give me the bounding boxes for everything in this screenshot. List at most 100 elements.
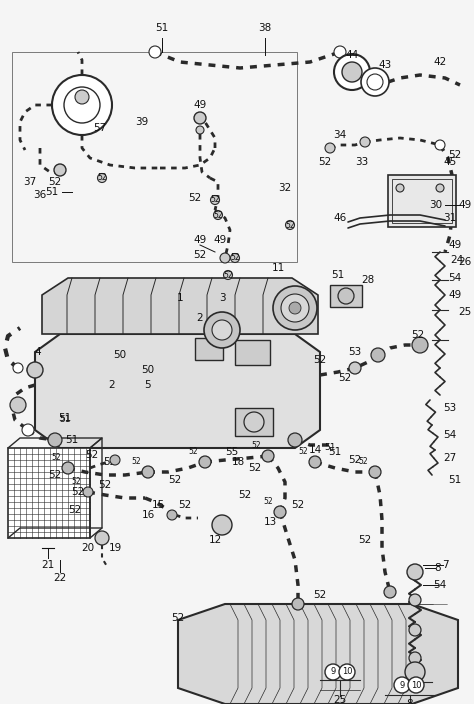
Circle shape [367,74,383,90]
Text: 8: 8 [435,563,441,573]
Text: 52: 52 [313,355,327,365]
Circle shape [212,320,232,340]
Circle shape [407,564,423,580]
Circle shape [339,664,355,680]
Circle shape [281,294,309,322]
Text: 9: 9 [330,667,336,677]
Circle shape [13,363,23,373]
Circle shape [334,54,370,90]
Text: 13: 13 [264,517,277,527]
Text: 52: 52 [99,480,111,490]
Text: 52: 52 [448,150,462,160]
Circle shape [405,662,425,682]
Text: 52: 52 [210,196,220,204]
Text: 38: 38 [258,23,272,33]
Circle shape [409,594,421,606]
Circle shape [212,515,232,535]
Circle shape [194,112,206,124]
Circle shape [334,46,346,58]
Text: 31: 31 [443,213,456,223]
Text: 20: 20 [82,543,94,553]
Text: 26: 26 [458,257,472,267]
Bar [388,175,456,227]
Text: 52: 52 [248,463,262,473]
Text: 18: 18 [231,457,245,467]
Text: 15: 15 [151,500,164,510]
Circle shape [369,466,381,478]
Text: 52: 52 [285,220,295,230]
Circle shape [394,677,410,693]
Circle shape [360,137,370,147]
Circle shape [10,397,26,413]
Circle shape [167,510,177,520]
Circle shape [408,677,424,693]
Text: 52: 52 [223,270,233,279]
Text: 52: 52 [131,458,141,467]
Bar [12,52,297,262]
Circle shape [349,362,361,374]
Text: 55: 55 [225,447,238,457]
Bar [330,285,362,307]
Text: 7: 7 [442,560,448,570]
Text: 49: 49 [193,235,207,245]
Text: 54: 54 [448,273,462,283]
Circle shape [262,450,274,462]
Text: 52: 52 [298,448,308,456]
Text: 52: 52 [97,173,107,182]
Circle shape [52,75,112,135]
Text: 22: 22 [54,573,67,583]
Circle shape [199,456,211,468]
Text: 52: 52 [358,458,368,467]
Text: 52: 52 [188,448,198,456]
Text: 46: 46 [333,213,346,223]
Circle shape [325,143,335,153]
Text: 52: 52 [188,193,201,203]
Text: 33: 33 [356,157,369,167]
Polygon shape [42,278,318,334]
Text: 52: 52 [68,505,82,515]
Circle shape [83,487,93,497]
Circle shape [409,624,421,636]
Circle shape [230,253,239,263]
Text: 52: 52 [71,477,81,486]
Circle shape [75,90,89,104]
Text: 1: 1 [177,293,183,303]
Bar [8,448,90,538]
Circle shape [27,362,43,378]
Text: 49: 49 [458,200,472,210]
Circle shape [220,253,230,263]
Text: 52: 52 [51,453,61,463]
Text: 42: 42 [433,57,447,67]
Circle shape [289,302,301,314]
Text: 45: 45 [443,157,456,167]
Text: 51: 51 [328,447,342,457]
Text: 57: 57 [93,123,107,133]
Circle shape [210,196,219,204]
Text: 16: 16 [141,510,155,520]
Text: 43: 43 [378,60,392,70]
Text: 44: 44 [346,50,359,60]
Text: 2: 2 [109,380,115,390]
Bar [235,408,273,436]
Text: 27: 27 [443,453,456,463]
Circle shape [142,466,154,478]
Circle shape [54,164,66,176]
Circle shape [273,286,317,330]
Text: 2: 2 [197,313,203,323]
Text: 25: 25 [333,695,346,704]
Circle shape [361,68,389,96]
Circle shape [288,433,302,447]
Text: 25: 25 [458,307,472,317]
Circle shape [48,433,62,447]
Circle shape [436,184,444,192]
Circle shape [62,462,74,474]
Circle shape [396,184,404,192]
Circle shape [149,46,161,58]
Circle shape [244,412,264,432]
Text: 51: 51 [58,413,72,423]
Circle shape [285,220,294,230]
Text: 51: 51 [155,23,169,33]
Circle shape [412,337,428,353]
Text: 52: 52 [313,590,327,600]
Circle shape [95,531,109,545]
